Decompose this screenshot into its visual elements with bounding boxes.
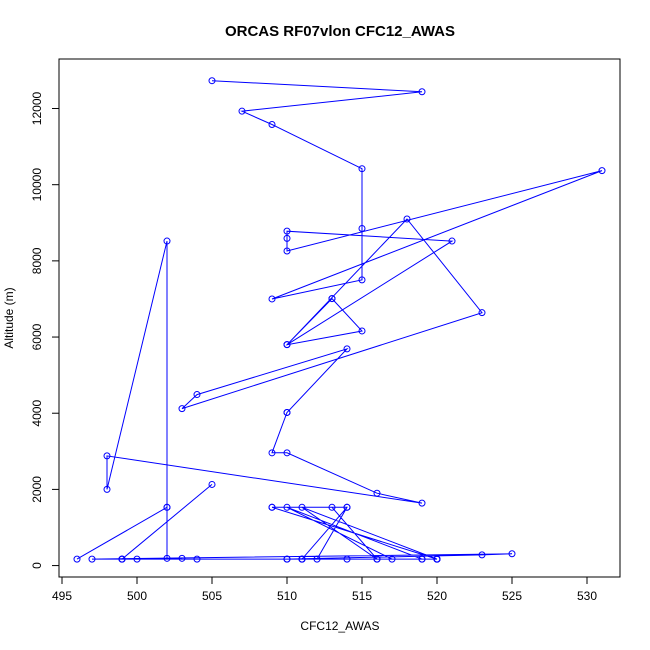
x-tick-label: 530 (577, 589, 597, 603)
data-point (478, 551, 486, 559)
data-point (283, 247, 291, 255)
x-tick-label: 500 (127, 589, 147, 603)
data-point (478, 309, 486, 317)
data-point (283, 555, 291, 563)
y-axis: 0 2000 4000 6000 8000 10000 12000 (30, 92, 60, 569)
data-point (268, 449, 276, 457)
series-path (76, 80, 603, 560)
x-tick-label: 505 (202, 589, 222, 603)
data-point (283, 408, 291, 416)
data-point (283, 234, 291, 242)
data-point (208, 480, 216, 488)
data-point (103, 485, 111, 493)
data-point (118, 555, 126, 563)
data-point (193, 391, 201, 399)
data-point (313, 555, 321, 563)
data-point (178, 405, 186, 413)
data-point (418, 88, 426, 96)
x-axis: 495 500 505 510 515 520 525 530 (52, 576, 597, 603)
y-tick-label: 10000 (30, 168, 44, 202)
data-point (103, 452, 111, 460)
data-point (163, 503, 171, 511)
data-point (298, 503, 306, 511)
data-point (88, 555, 96, 563)
x-tick-label: 520 (427, 589, 447, 603)
data-point (298, 555, 306, 563)
x-tick-label: 495 (52, 589, 72, 603)
data-point (358, 224, 366, 232)
y-tick-label: 4000 (30, 400, 44, 427)
series-points (73, 77, 606, 563)
data-point (358, 165, 366, 173)
data-point (238, 107, 246, 115)
data-point (268, 295, 276, 303)
data-point (373, 555, 381, 563)
y-tick-label: 12000 (30, 92, 44, 126)
y-axis-label: Altitude (m) (2, 287, 16, 348)
x-tick-label: 525 (502, 589, 522, 603)
x-tick-label: 515 (352, 589, 372, 603)
data-point (163, 237, 171, 245)
chart-title: ORCAS RF07vlon CFC12_AWAS (225, 23, 455, 40)
data-point (373, 489, 381, 497)
data-point (358, 276, 366, 284)
series-line (76, 80, 603, 560)
data-point (283, 341, 291, 349)
y-tick-label: 2000 (30, 476, 44, 503)
data-point (418, 555, 426, 563)
data-point (343, 555, 351, 563)
x-axis-label: CFC12_AWAS (300, 619, 379, 633)
data-point (268, 121, 276, 129)
data-point (328, 295, 336, 303)
data-point (418, 499, 426, 507)
y-tick-label: 8000 (30, 247, 44, 274)
data-point (178, 554, 186, 562)
data-point (448, 237, 456, 245)
y-tick-label: 0 (30, 562, 44, 569)
data-point (208, 77, 216, 85)
data-point (403, 215, 411, 223)
data-point (343, 345, 351, 353)
data-point (133, 555, 141, 563)
data-point (508, 550, 516, 558)
data-point (433, 555, 441, 563)
data-point (163, 554, 171, 562)
data-point (73, 555, 81, 563)
data-point (283, 449, 291, 457)
plot-frame (58, 58, 621, 578)
data-point (268, 503, 276, 511)
data-point (193, 555, 201, 563)
x-tick-label: 510 (277, 589, 297, 603)
data-point (328, 503, 336, 511)
data-point (283, 227, 291, 235)
y-tick-label: 6000 (30, 323, 44, 350)
data-point (343, 503, 351, 511)
data-point (283, 503, 291, 511)
data-point (358, 327, 366, 335)
data-point (598, 167, 606, 175)
data-point (388, 555, 396, 563)
